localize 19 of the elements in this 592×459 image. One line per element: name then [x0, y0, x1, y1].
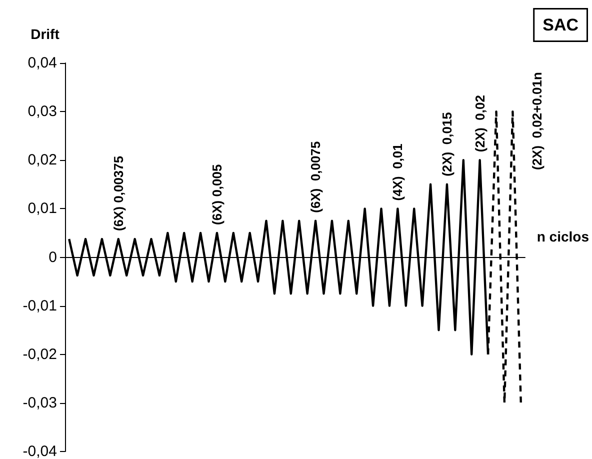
- annotation: (6X) 0,0075: [308, 141, 324, 213]
- y-tick-label: 0,04: [28, 54, 57, 72]
- y-tick-label: 0,03: [28, 103, 57, 120]
- y-tick-label: -0,01: [22, 297, 57, 314]
- y-tick-label: 0: [48, 248, 57, 266]
- y-tick-label: -0,02: [22, 346, 57, 363]
- y-tick-label: 0,02: [28, 152, 57, 169]
- y-tick-label: -0,04: [22, 443, 57, 459]
- annotation: (6X) 0,005: [209, 164, 224, 225]
- y-tick-label: 0,01: [28, 200, 57, 218]
- text: SAC: [542, 16, 579, 34]
- y-axis-title: Drift: [30, 26, 60, 42]
- y-tick-label: -0,03: [22, 394, 57, 412]
- annotation: (2X) 0,015: [439, 112, 454, 176]
- annotation: (6X) 0,00375: [110, 156, 126, 232]
- annotation: (2X) 0,02: [472, 95, 488, 152]
- text: (2X) 0,02+0.01n: [529, 72, 544, 170]
- annotation: (4X) 0,01: [390, 144, 406, 201]
- x-axis-title: n ciclos: [536, 228, 590, 244]
